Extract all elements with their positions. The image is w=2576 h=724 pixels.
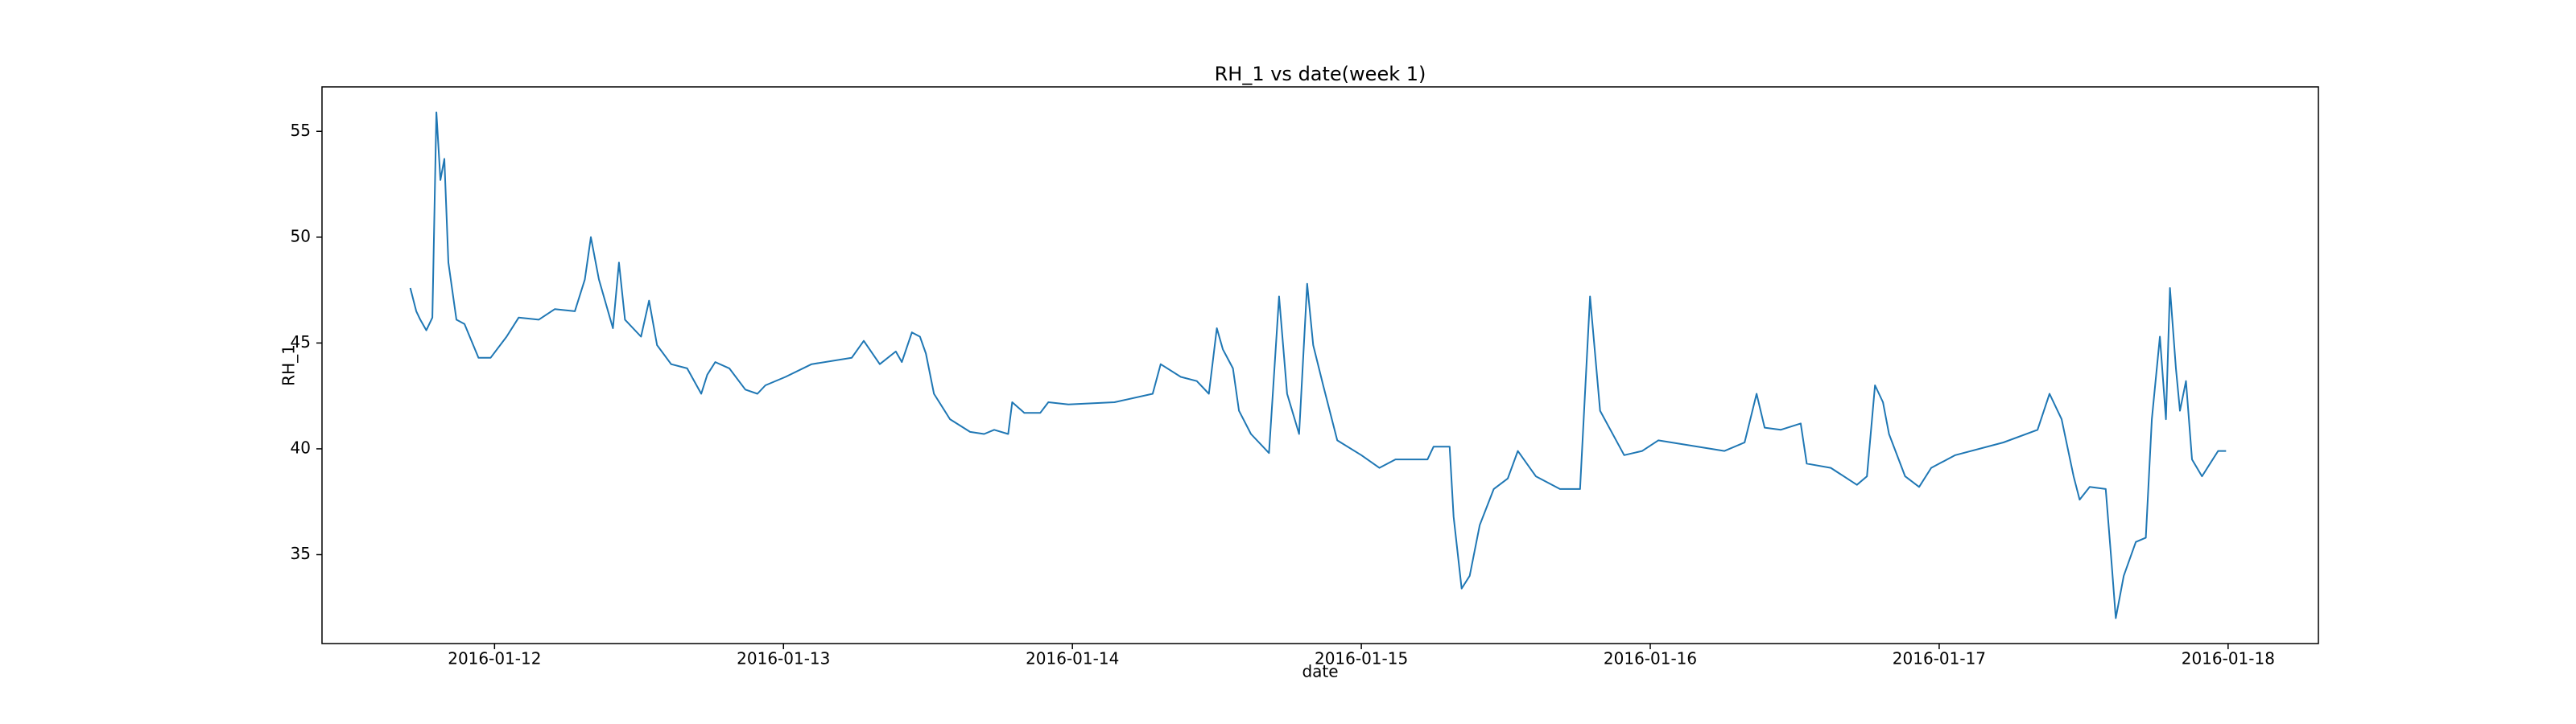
y-tick-label: 45 (291, 332, 311, 352)
plot-frame (321, 86, 2319, 644)
y-tick-label: 55 (291, 121, 311, 140)
x-tick-label: 2016-01-17 (1893, 649, 1986, 668)
data-line (409, 111, 2227, 619)
y-tick-label: 40 (291, 438, 311, 457)
x-axis-label: date (1302, 662, 1338, 681)
x-tick-label: 2016-01-18 (2182, 649, 2275, 668)
y-axis-label: RH_1 (279, 344, 299, 386)
x-tick-label: 2016-01-16 (1604, 649, 1697, 668)
y-tick-label: 35 (291, 544, 311, 563)
x-tick-label: 2016-01-13 (737, 649, 830, 668)
y-tick-label: 50 (291, 226, 311, 245)
x-tick-label: 2016-01-14 (1026, 649, 1119, 668)
x-tick-label: 2016-01-15 (1315, 649, 1408, 668)
chart-title: RH_1 vs date(week 1) (1215, 63, 1426, 85)
x-tick-label: 2016-01-12 (448, 649, 541, 668)
